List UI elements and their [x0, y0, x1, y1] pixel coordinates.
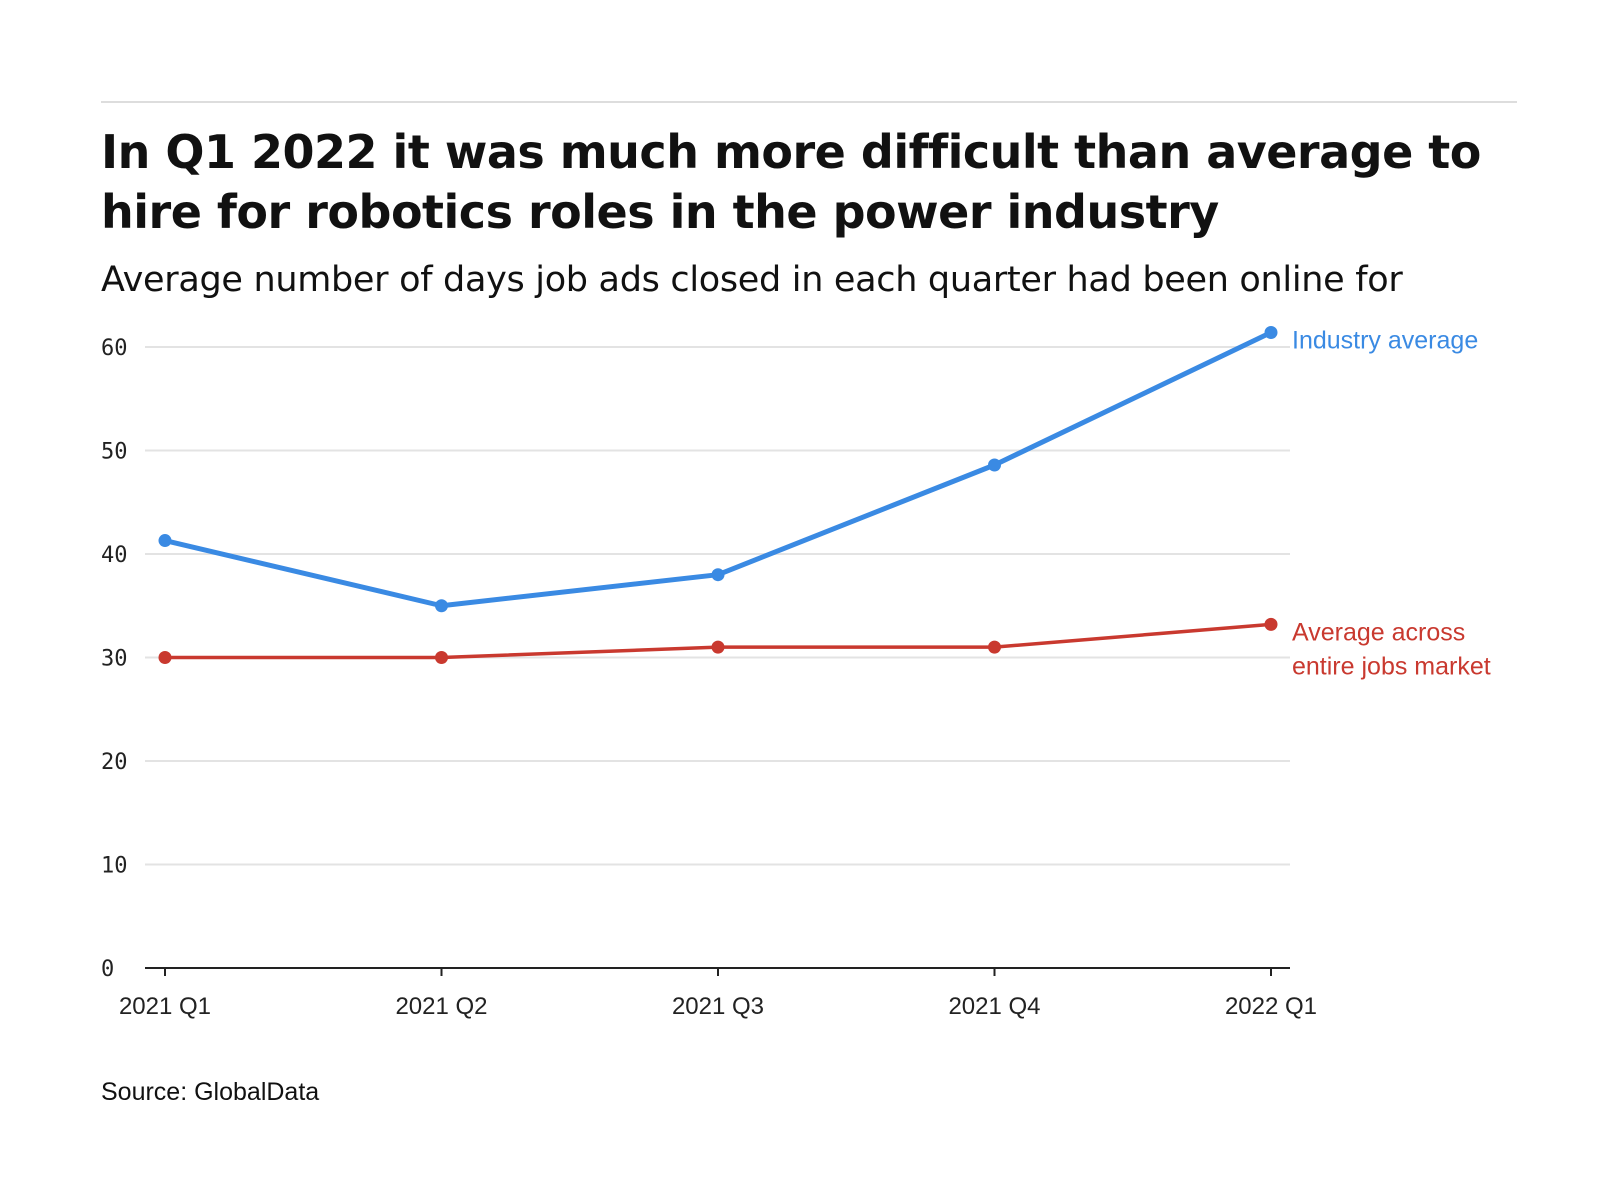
series-label: entire jobs market: [1292, 652, 1491, 680]
y-tick-label: 20: [101, 750, 128, 775]
y-tick-label: 10: [101, 854, 128, 879]
y-tick-label: 60: [101, 336, 128, 361]
y-tick-label: 50: [101, 440, 128, 465]
y-tick-label: 40: [101, 543, 128, 568]
top-divider: [101, 101, 1517, 103]
x-tick-label: 2022 Q1: [1225, 993, 1317, 1020]
x-tick-label: 2021 Q3: [672, 993, 764, 1020]
data-point: [711, 568, 725, 582]
x-tick-label: 2021 Q2: [395, 993, 487, 1020]
y-tick-label: 0: [101, 957, 114, 982]
x-tick-label: 2021 Q1: [119, 993, 211, 1020]
data-point: [711, 640, 725, 654]
x-tick-label: 2021 Q4: [948, 993, 1040, 1020]
series-label: Industry average: [1292, 327, 1478, 355]
chart-subtitle: Average number of days job ads closed in…: [101, 260, 1403, 300]
y-tick-label: 30: [101, 647, 128, 672]
series-line-0: [164, 330, 1273, 609]
series-label: Average across: [1292, 618, 1465, 646]
data-point: [158, 534, 172, 548]
data-point: [988, 640, 1001, 654]
data-point: [1264, 326, 1278, 340]
source-note: Source: GlobalData: [101, 1078, 320, 1106]
chart-title: In Q1 2022 it was much more difficult th…: [101, 125, 1481, 239]
data-point: [158, 651, 172, 664]
data-point: [988, 458, 1001, 472]
data-point: [435, 599, 448, 613]
data-point: [1264, 617, 1278, 631]
data-point: [435, 651, 448, 664]
